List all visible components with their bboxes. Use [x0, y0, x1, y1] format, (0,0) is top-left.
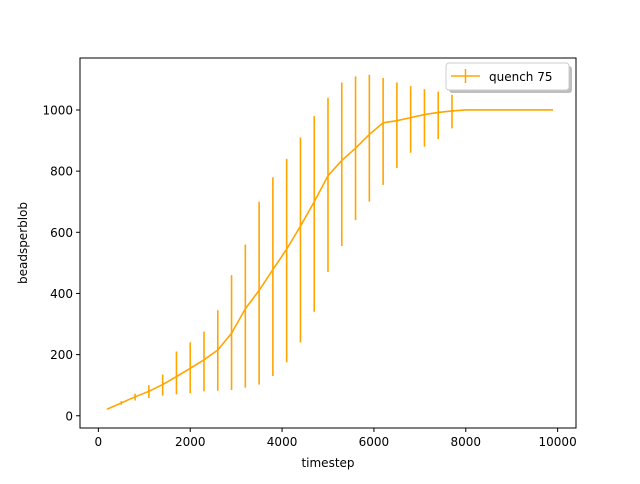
plot-area	[106, 74, 554, 410]
x-tick-label: 4000	[267, 435, 298, 449]
legend: quench 75	[445, 62, 572, 93]
x-axis-label: timestep	[301, 456, 354, 470]
x-axis: 0 2000 4000 6000 8000 10000	[95, 428, 577, 449]
y-tick-label: 200	[50, 348, 73, 362]
x-tick-label: 2000	[175, 435, 206, 449]
y-tick-label: 800	[50, 165, 73, 179]
x-tick-label: 0	[95, 435, 103, 449]
y-tick-label: 400	[50, 287, 73, 301]
legend-label: quench 75	[489, 70, 553, 84]
x-tick-label: 10000	[539, 435, 577, 449]
y-tick-label: 0	[65, 409, 73, 423]
x-tick-label: 8000	[451, 435, 482, 449]
axes-frame	[79, 57, 577, 429]
y-tick-label: 600	[50, 226, 73, 240]
x-tick-label: 6000	[359, 435, 390, 449]
y-axis: 0 200 400 600 800 1000	[42, 103, 80, 423]
series-line-0	[107, 109, 554, 410]
y-axis-label: beadsperblob	[16, 202, 30, 284]
y-tick-label: 1000	[42, 103, 73, 117]
legend-box	[445, 62, 570, 91]
